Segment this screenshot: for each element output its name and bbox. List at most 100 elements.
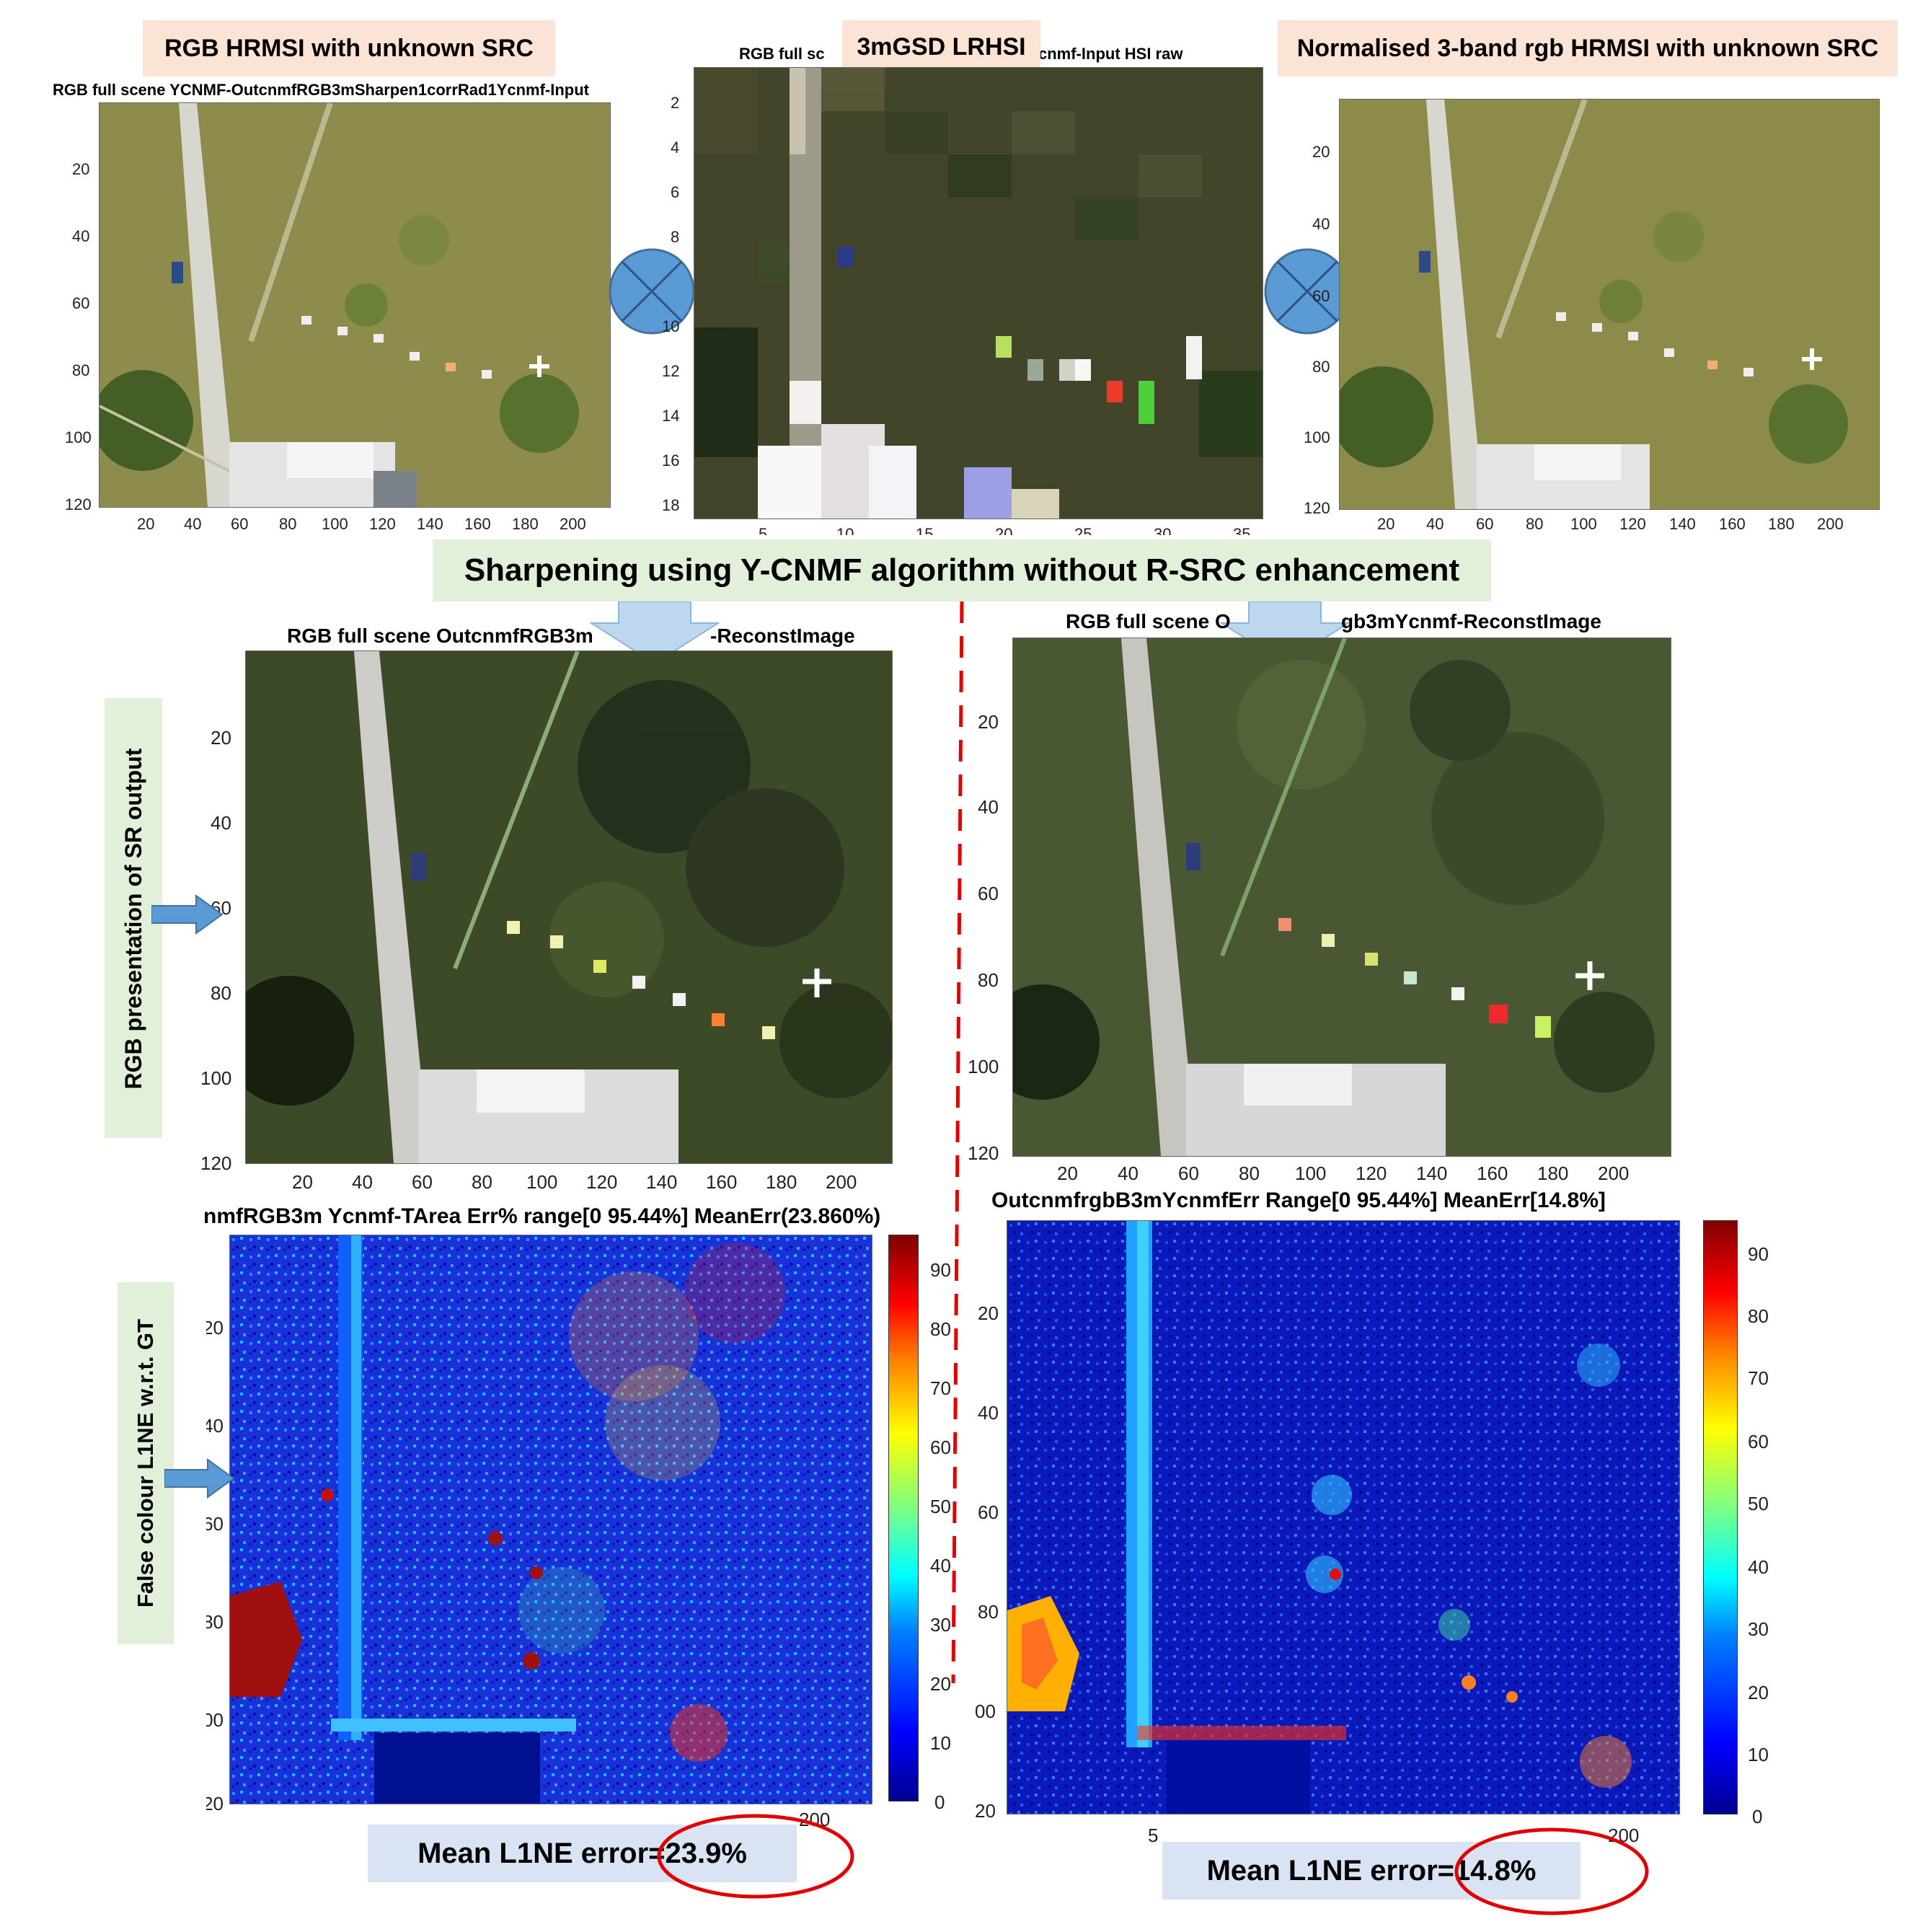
sr-left-title-tail: -ReconstImage <box>710 625 855 647</box>
error-right-heatmap <box>1007 1221 1679 1814</box>
xtick: 30 <box>1154 525 1172 535</box>
colorbar-tick: 80 <box>930 1318 951 1340</box>
colorbar-tick: 70 <box>930 1377 951 1399</box>
xtick: 60 <box>231 515 249 533</box>
ytick: 120 <box>65 495 92 513</box>
xtick: 200 <box>826 1171 857 1193</box>
ytick: 8 <box>671 228 680 246</box>
xtick: 10 <box>836 525 854 535</box>
hrmsi-scene <box>100 103 610 507</box>
xtick: 140 <box>417 515 443 533</box>
ytick: 80 <box>206 1611 224 1633</box>
ytick: 40 <box>1312 215 1330 233</box>
error-left-heatmap <box>230 1235 872 1804</box>
colorbar-tick: 10 <box>1748 1744 1769 1765</box>
normalised-hrmsi-scene <box>1340 100 1879 509</box>
ytick: 20 <box>72 160 90 178</box>
hrmsi-tag: RGB HRMSI with unknown SRC <box>143 20 555 76</box>
xtick: 180 <box>1537 1163 1569 1184</box>
right-arrow-icon <box>164 1458 235 1499</box>
sr-left-title: RGB full scene OutcnmfRGB3m <box>287 625 593 647</box>
xtick: 100 <box>322 515 348 533</box>
xtick: 80 <box>472 1171 492 1193</box>
xtick: 100 <box>526 1171 558 1193</box>
xtick: 160 <box>1719 515 1746 533</box>
ytick: 6 <box>671 183 680 201</box>
xtick: 140 <box>1416 1163 1448 1184</box>
sr-left-scene <box>246 651 892 1163</box>
error-right-title: OutcnmfrgbB3mYcnmfErr Range[0 95.44%] Me… <box>991 1188 1606 1212</box>
xtick: 120 <box>586 1171 618 1193</box>
divider-line <box>951 601 964 1683</box>
ytick: 2 <box>671 94 680 112</box>
xtick: 20 <box>995 525 1013 535</box>
colorbar-tick: 30 <box>1748 1618 1769 1640</box>
hrmsi-panel-title: RGB full scene YCNMF-OutcnmfRGB3mSharpen… <box>52 81 590 99</box>
ytick: 12 <box>662 362 680 380</box>
colorbar-tick: 40 <box>1748 1556 1769 1578</box>
lrhsi-tag: 3mGSD LRHSI <box>842 20 1040 74</box>
xtick: 20 <box>137 515 155 533</box>
xtick: 60 <box>1178 1163 1199 1184</box>
ytick: 16 <box>662 451 680 469</box>
ytick: 00 <box>975 1701 996 1722</box>
ytick: 60 <box>206 1513 224 1535</box>
xtick: 180 <box>512 515 539 533</box>
xtick: 80 <box>1239 1163 1260 1184</box>
ytick: 80 <box>978 1601 999 1623</box>
xtick: 20 <box>1057 1163 1078 1184</box>
ytick: 120 <box>200 1152 232 1174</box>
ytick: 14 <box>662 407 680 425</box>
ytick: 120 <box>968 1142 999 1164</box>
highlight-ellipse <box>1454 1827 1649 1915</box>
xtick: 15 <box>916 525 934 535</box>
ytick: 60 <box>978 1501 999 1523</box>
xtick: 200 <box>560 515 586 533</box>
error-left-colorbar <box>888 1235 919 1801</box>
ytick: 20 <box>206 1317 224 1338</box>
xtick: 5 <box>759 525 768 535</box>
colorbar-tick: 80 <box>1748 1305 1769 1327</box>
colorbar-tick: 40 <box>930 1555 951 1576</box>
colorbar-tick: 10 <box>930 1732 951 1754</box>
ytick: 40 <box>978 1402 999 1424</box>
down-arrow-icon <box>590 601 720 665</box>
hrmsi-image <box>99 102 611 508</box>
colorbar-tick: 70 <box>1748 1367 1769 1389</box>
xtick: 60 <box>1476 515 1494 533</box>
xtick: 40 <box>184 515 202 533</box>
error-right-colorbar <box>1703 1220 1738 1814</box>
multiply-operator-icon <box>1264 248 1350 335</box>
xtick: 160 <box>464 515 491 533</box>
colorbar-tick: 30 <box>930 1614 951 1636</box>
xtick: 180 <box>766 1171 797 1193</box>
ytick: 80 <box>72 361 90 379</box>
sr-right-title-right: gb3mYcnmf-ReconstImage <box>1341 610 1601 632</box>
error-left-map <box>229 1235 872 1804</box>
colorbar-tick: 50 <box>930 1496 951 1517</box>
xtick: 60 <box>412 1171 433 1193</box>
error-right-map <box>1007 1220 1680 1814</box>
xtick: 140 <box>646 1171 678 1193</box>
error-label-box <box>118 1282 174 1644</box>
sr-right-scene <box>1013 638 1671 1156</box>
ytick: 80 <box>211 982 231 1004</box>
ytick: 100 <box>65 428 92 446</box>
ytick: 10 <box>662 317 680 335</box>
error-label: False colour L1NE w.r.t. GT <box>133 1318 158 1608</box>
colorbar-tick: 90 <box>1748 1243 1769 1265</box>
sr-right-image <box>1012 638 1671 1157</box>
ytick: 60 <box>1312 287 1330 305</box>
xtick: 180 <box>1768 515 1795 533</box>
colorbar-tick: 0 <box>1752 1806 1763 1827</box>
sr-output-label: RGB presentation of SR output <box>120 748 146 1090</box>
xtick: 20 <box>1377 515 1395 533</box>
ytick: 18 <box>662 496 680 514</box>
ytick: 100 <box>968 1056 999 1077</box>
xtick: 100 <box>1570 515 1597 533</box>
lrhsi-title-left: RGB full sc <box>739 45 825 63</box>
xtick: 35 <box>1233 525 1251 535</box>
colorbar-tick: 50 <box>1748 1493 1769 1514</box>
ytick: 100 <box>1304 428 1330 446</box>
xtick: 20 <box>292 1171 313 1193</box>
